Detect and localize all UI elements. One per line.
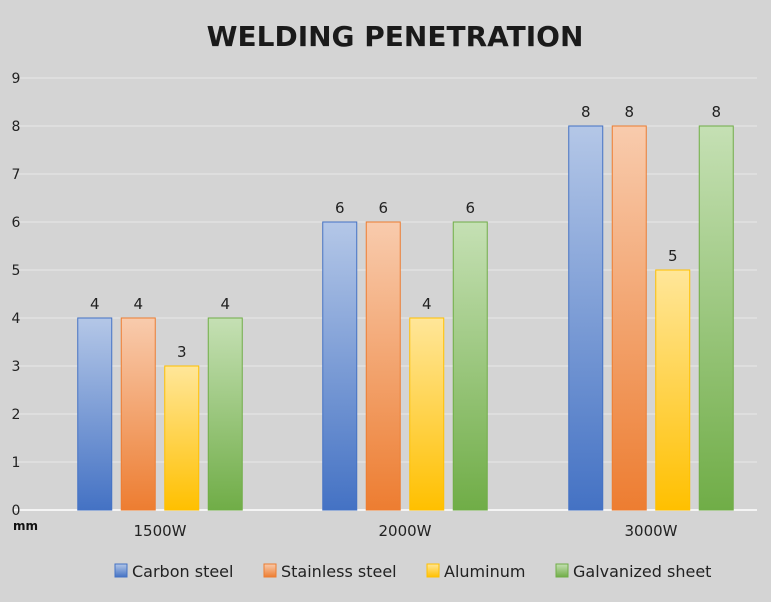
y-tick-label: 1 [12,455,21,471]
y-tick-label: 6 [12,215,21,231]
legend: Carbon steel Stainless steel Aluminum Galva… [114,562,711,581]
bar-aluminum-2000w [409,317,445,511]
bar-stainless-steel-2000w [365,221,401,511]
y-tick-label: 4 [12,311,21,327]
y-tick-label: 9 [12,71,21,87]
y-tick-label: 5 [12,263,21,279]
bar-stainless-steel-1500w [120,317,156,511]
y-axis-unit-label: mm [13,519,38,533]
legend-swatch [555,563,569,578]
y-tick-label: 0 [12,503,21,519]
bar-carbon-steel-1500w [77,317,113,511]
y-tick-label: 3 [12,359,21,375]
data-label: 4 [133,295,143,313]
bar-carbon-steel-2000w [322,221,358,511]
y-axis-ticks: 0 1 2 3 4 5 6 7 8 9 [12,71,21,519]
legend-item-stainless-steel: Stainless steel [263,562,397,581]
data-label: 4 [90,295,100,313]
x-category-label: 2000W [378,522,431,540]
data-label: 4 [220,295,230,313]
bar-aluminum-1500w [164,365,200,511]
data-label: 6 [335,199,345,217]
x-axis-categories: 1500W 2000W 3000W [133,522,677,540]
data-label: 8 [581,103,591,121]
y-tick-label: 7 [12,167,21,183]
data-label: 6 [465,199,475,217]
legend-label: Galvanized sheet [573,562,711,581]
data-label: 3 [177,343,187,361]
data-label: 4 [422,295,432,313]
data-label: 8 [711,103,721,121]
bar-galvanized-sheet-3000w [698,125,734,511]
data-label: 5 [668,247,678,265]
bar-stainless-steel-3000w [611,125,647,511]
legend-item-carbon-steel: Carbon steel [114,562,233,581]
legend-label: Carbon steel [132,562,233,581]
x-category-label: 3000W [624,522,677,540]
y-tick-label: 8 [12,119,21,135]
legend-swatch [263,563,277,578]
legend-swatch [426,563,440,578]
legend-swatch [114,563,128,578]
legend-item-galvanized-sheet: Galvanized sheet [555,562,711,581]
bars [77,125,734,511]
bar-aluminum-3000w [655,269,691,511]
bar-carbon-steel-3000w [568,125,604,511]
bar-galvanized-sheet-1500w [207,317,243,511]
legend-label: Stainless steel [281,562,397,581]
x-category-label: 1500W [133,522,186,540]
y-tick-label: 2 [12,407,21,423]
bar-galvanized-sheet-2000w [452,221,488,511]
data-label: 8 [624,103,634,121]
data-labels: 4 4 3 4 6 6 4 6 8 8 5 8 [90,103,721,361]
legend-item-aluminum: Aluminum [426,562,525,581]
data-label: 6 [378,199,388,217]
legend-label: Aluminum [444,562,525,581]
chart-title: WELDING PENETRATION [207,20,584,53]
